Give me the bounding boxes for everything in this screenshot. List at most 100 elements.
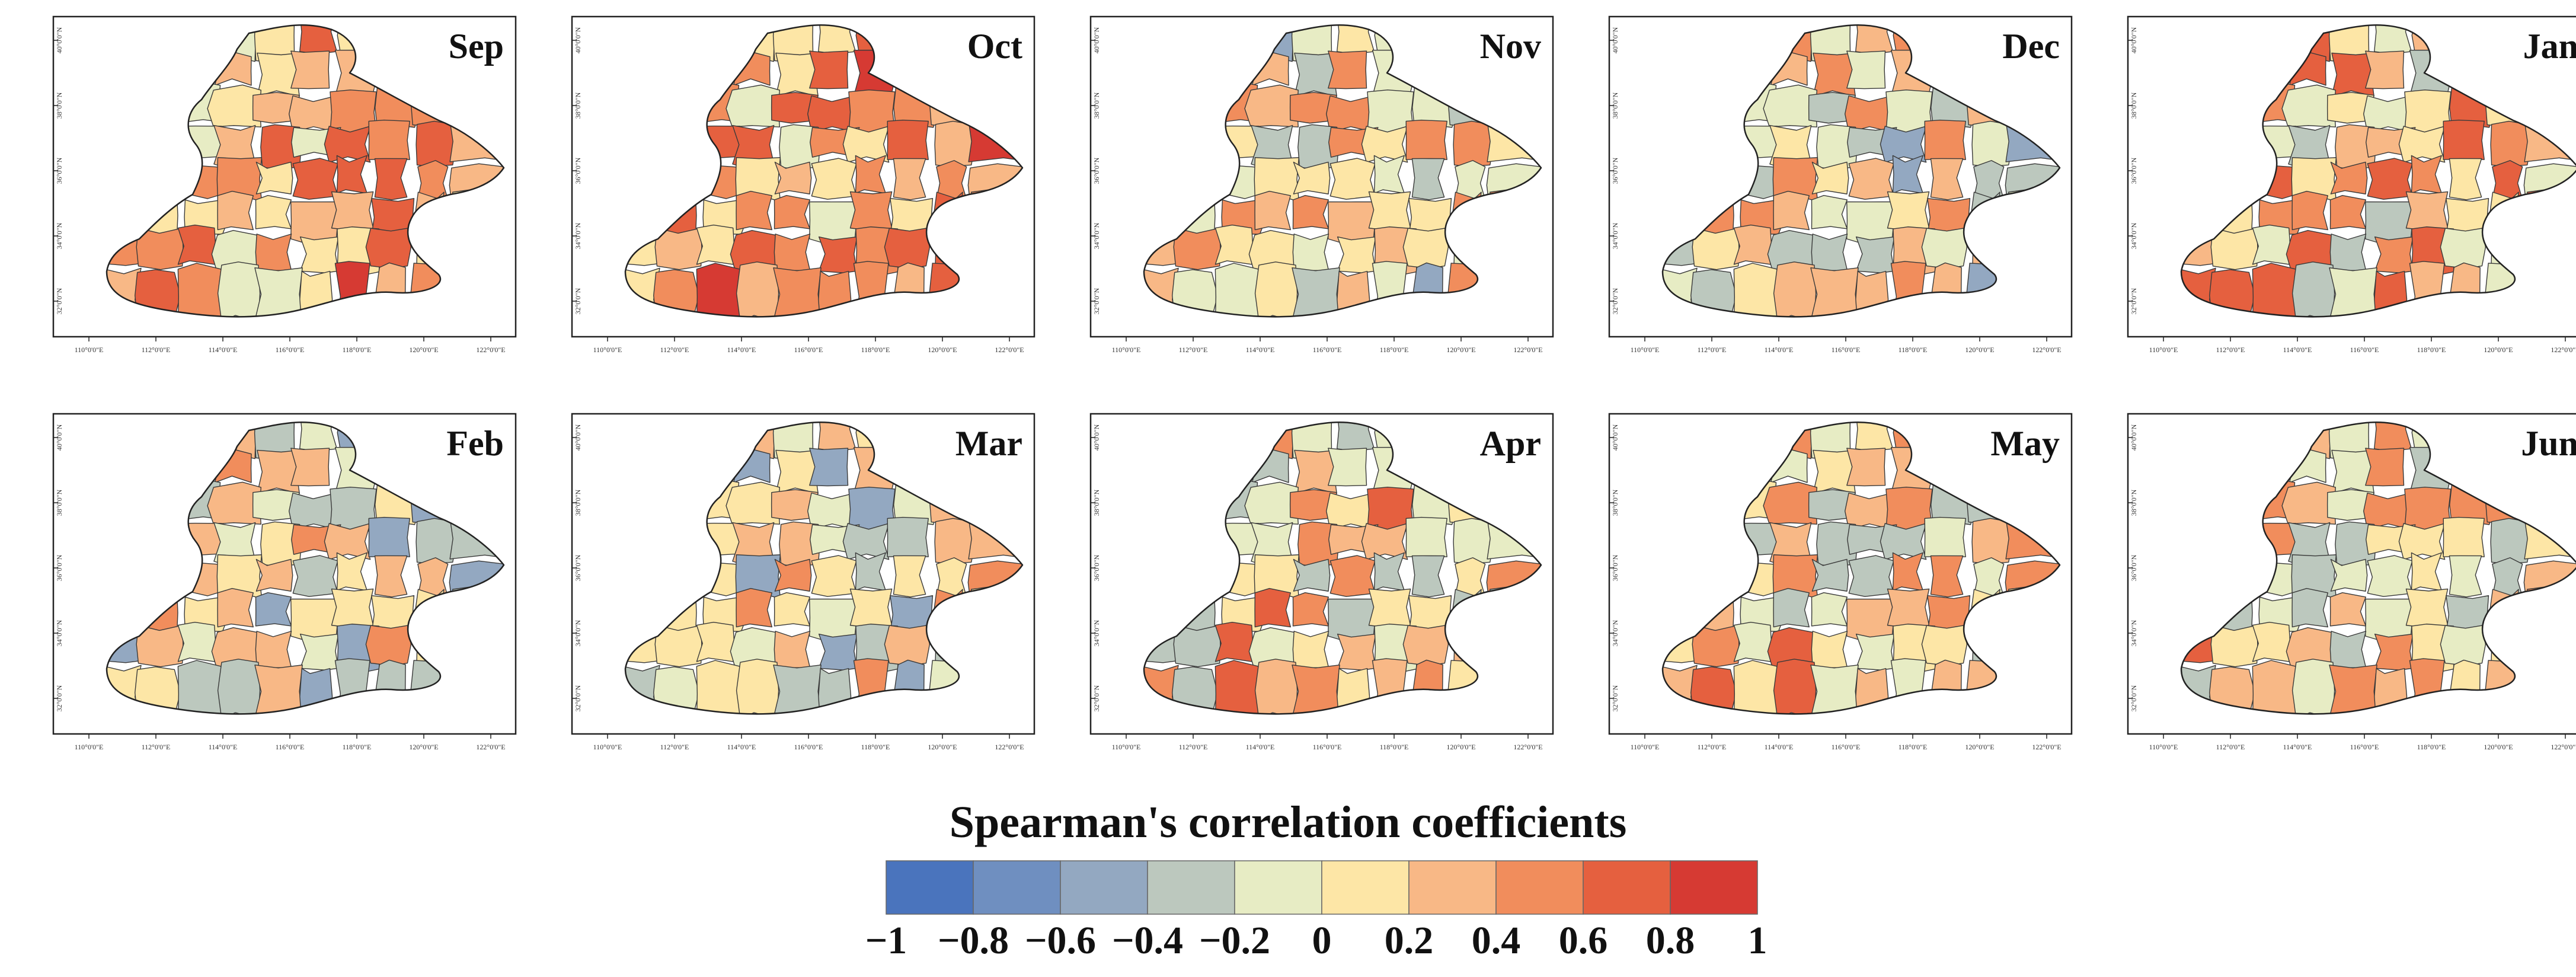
region-cell — [818, 633, 858, 671]
region-cell — [1215, 224, 1254, 265]
region-cell — [656, 86, 708, 132]
lon-tick-label: 122°0'0"E — [1513, 346, 1542, 354]
region-cell — [736, 190, 772, 231]
region-cell — [773, 665, 822, 714]
region-cell — [2252, 660, 2300, 714]
region-cell — [299, 633, 339, 671]
region-cell — [934, 518, 976, 564]
lat-tick-label: 40°0'0"N — [1092, 27, 1101, 53]
region-cell — [625, 627, 662, 663]
region-cell — [107, 559, 142, 593]
region-cell — [1171, 44, 1223, 90]
region-cell — [107, 188, 140, 244]
region-cell — [818, 236, 858, 273]
region-cell — [2523, 163, 2576, 207]
region-cell — [1415, 452, 1449, 493]
region-cell — [1175, 123, 1213, 159]
region-cell — [1892, 155, 1923, 194]
region-cell — [2251, 125, 2297, 159]
region-cell — [1413, 422, 1450, 460]
region-cell — [1293, 558, 1331, 592]
lon-tick-label: 122°0'0"E — [995, 346, 1024, 354]
region-cell — [2291, 261, 2335, 317]
region-cell — [1811, 161, 1849, 194]
region-cell — [1213, 125, 1260, 159]
region-cell — [1411, 555, 1445, 598]
region-cell — [1254, 190, 1291, 231]
lat-tick-label: 32°0'0"N — [1611, 288, 1619, 314]
region-cell — [894, 422, 932, 460]
region-cell — [331, 588, 374, 629]
region-cell — [2281, 481, 2337, 525]
region-cell — [299, 270, 333, 317]
region-cell — [726, 481, 781, 525]
region-cell — [1489, 584, 1541, 631]
region-cell — [818, 668, 852, 714]
region-cell — [410, 660, 457, 714]
region-cell — [449, 117, 504, 162]
lon-tick-label: 110°0'0"E — [75, 346, 104, 354]
region-cell — [175, 447, 214, 492]
region-cell — [412, 25, 448, 54]
region-cell — [1213, 522, 1260, 556]
region-cell — [970, 187, 1022, 234]
lon-tick-label: 120°0'0"E — [1965, 743, 1994, 751]
panel-title: Feb — [446, 424, 504, 463]
region-cell — [1887, 191, 1930, 232]
region-cell — [255, 194, 292, 229]
colorbar-tick-label: −0.6 — [1025, 919, 1096, 962]
region-cell — [1880, 523, 1927, 560]
region-cell — [1996, 237, 2060, 268]
region-cell — [1368, 588, 1411, 629]
lat-tick-label: 34°0'0"N — [55, 222, 63, 249]
region-cell — [696, 263, 744, 317]
lon-tick-label: 120°0'0"E — [409, 346, 438, 354]
region-cell — [2181, 585, 2214, 641]
region-cell — [1931, 659, 1962, 714]
lat-tick-label: 34°0'0"N — [1611, 620, 1619, 646]
lon-tick-label: 122°0'0"E — [2032, 346, 2061, 354]
lat-tick-label: 40°0'0"N — [574, 424, 582, 451]
lon-tick-label: 116°0'0"E — [1832, 743, 1861, 751]
region-cell — [414, 589, 445, 636]
region-cell — [894, 25, 932, 63]
lon-tick-label: 116°0'0"E — [794, 346, 823, 354]
lon-tick-label: 116°0'0"E — [276, 743, 305, 751]
lon-tick-label: 116°0'0"E — [2350, 346, 2379, 354]
lat-tick-label: 32°0'0"N — [1611, 685, 1619, 711]
region-cell — [1453, 120, 1494, 167]
region-cell — [934, 120, 976, 167]
colorbar-tick-label: −1 — [865, 919, 907, 962]
lon-tick-label: 114°0'0"E — [2283, 743, 2312, 751]
region-cell — [107, 585, 140, 641]
region-cell — [376, 422, 413, 460]
region-cell — [1144, 585, 1177, 641]
colorbar-tick-label: 0.4 — [1472, 919, 1521, 962]
region-cell — [368, 119, 410, 160]
lat-tick-label: 38°0'0"N — [55, 92, 63, 119]
panel-title: Jun — [2521, 424, 2576, 463]
study-area-outline — [2180, 422, 2576, 715]
region-cell — [1663, 452, 1705, 488]
region-cell — [2484, 59, 2523, 92]
lon-tick-label: 114°0'0"E — [1246, 346, 1275, 354]
region-cell — [1933, 55, 1968, 96]
region-cell — [2398, 126, 2446, 163]
region-cell — [376, 25, 413, 63]
colorbar-tick-label: −0.4 — [1112, 919, 1183, 962]
region-cell — [2204, 558, 2256, 599]
region-cell — [774, 558, 812, 592]
lat-tick-label: 36°0'0"N — [1092, 157, 1101, 184]
region-cell — [887, 516, 929, 557]
region-cell — [1686, 558, 1737, 599]
region-cell — [1663, 25, 1700, 54]
colorbar-swatch — [1147, 860, 1235, 915]
map-frame — [2127, 15, 2576, 338]
region-cell — [1763, 84, 1818, 127]
region-cell — [2405, 588, 2449, 629]
region-cell — [138, 520, 175, 556]
region-cell — [1773, 659, 1817, 714]
region-cell — [1402, 625, 1449, 666]
colorbar-title: Spearman's correlation coefficients — [950, 797, 1627, 847]
lat-tick-label: 38°0'0"N — [574, 489, 582, 516]
